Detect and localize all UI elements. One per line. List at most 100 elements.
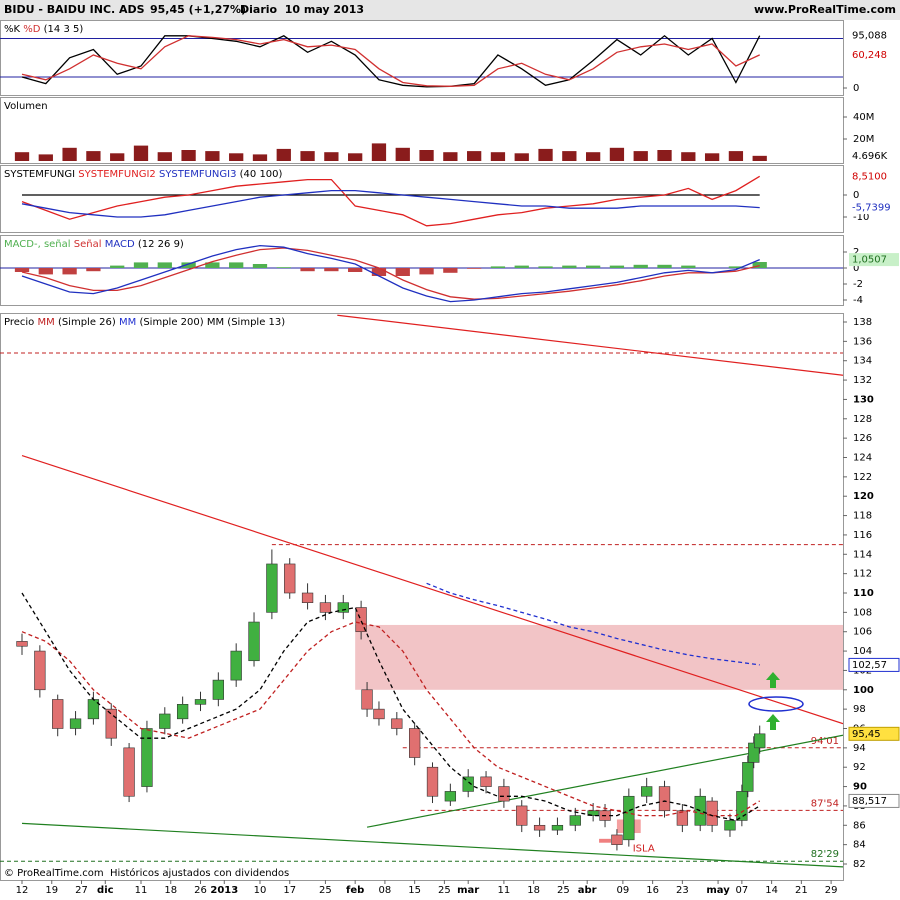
candle-body (284, 563, 296, 594)
series-line (21, 189, 760, 218)
y-tick-label: 82 (853, 859, 866, 870)
legend-gap (48, 101, 51, 112)
x-tick-label: 17 (283, 885, 296, 896)
bar (443, 268, 458, 273)
panel-plot (14, 143, 767, 161)
legend-text: (14 3 5) (44, 24, 84, 35)
value-box (849, 149, 899, 163)
panel-legend: SYSTEMFUNGI SYSTEMFUNGI2 SYSTEMFUNGI3 (4… (4, 169, 286, 180)
candle-body (194, 699, 207, 705)
candle-body (444, 791, 457, 802)
bar (62, 147, 77, 161)
legend-text: (40 100) (240, 169, 283, 180)
y-tick-label: 106 (853, 627, 872, 638)
candle-body (409, 728, 421, 758)
bar (348, 268, 363, 272)
trend-line (21, 822, 843, 868)
x-tick-label: 16 (646, 885, 659, 896)
value-box-label: 102,57 (852, 660, 887, 671)
y-tick-label: 98 (853, 704, 866, 715)
panel-plot (0, 34, 843, 88)
panel-frame (0, 165, 844, 233)
candle-body (724, 820, 736, 831)
x-tick-label: 11 (135, 885, 148, 896)
bar (86, 151, 101, 161)
y-tick-label: 90 (853, 782, 867, 793)
bar (728, 266, 744, 268)
series-line (426, 582, 760, 666)
candle-body (319, 602, 332, 613)
candle-body (742, 762, 754, 792)
candle-body (611, 834, 623, 845)
candle-body (355, 607, 367, 633)
bar (681, 152, 696, 161)
bar (585, 152, 601, 161)
bar (371, 268, 387, 276)
trend-line (337, 314, 843, 376)
quote: 95,45 (+1,27%) (150, 3, 246, 16)
panels: %K %D (14 3 5) 0 Volumen 20M 40M SYSTEMFUNG… (0, 20, 874, 896)
candle-body (736, 791, 748, 821)
series-line (21, 34, 761, 88)
series-line (21, 244, 760, 303)
candle-body (123, 747, 135, 797)
candle-body (105, 708, 117, 739)
y-tick-label: 126 (853, 433, 872, 444)
bar (38, 154, 53, 161)
x-tick-label: 18 (527, 885, 540, 896)
candle-body (361, 689, 373, 710)
line-label: 82'29 (811, 849, 839, 860)
bar (229, 153, 244, 161)
footer: © ProRealTime.com Históricos ajustados c… (4, 867, 289, 879)
x-tick-label: 14 (765, 885, 778, 896)
candle-body (141, 728, 153, 787)
legend-text: Señal (74, 239, 102, 250)
y-tick-label: 120 (853, 491, 874, 502)
candle-body (623, 795, 635, 841)
y-tick-label: 138 (853, 317, 872, 328)
bar (490, 152, 506, 161)
y-tick-label: -2 (853, 279, 863, 290)
bar (14, 268, 30, 272)
x-tick-label: 19 (45, 885, 58, 896)
candle-body (230, 650, 242, 681)
candle-body (266, 563, 278, 613)
bar (324, 152, 339, 161)
candle-body (754, 733, 766, 749)
x-tick-label: 15 (408, 885, 421, 896)
y-tick-label: 128 (853, 414, 872, 425)
panel-frame (0, 313, 844, 881)
y-tick-label: 2 (853, 247, 859, 258)
bar (538, 266, 553, 268)
x-tick-label: 27 (75, 885, 88, 896)
candle-body (159, 713, 171, 729)
legend-text: %D (23, 24, 41, 35)
x-tick-label: 25 (438, 885, 451, 896)
series-line (21, 592, 761, 822)
value-box (849, 29, 899, 43)
x-tick-label: 26 (194, 885, 207, 896)
candle-body (176, 704, 189, 720)
bar (657, 150, 672, 161)
bar (157, 152, 172, 161)
x-tick-label: 08 (379, 885, 392, 896)
x-tick-label: 12 (16, 885, 29, 896)
value-box-label: 60,248 (852, 50, 887, 61)
highlight-ellipse (748, 696, 804, 712)
value-box (849, 169, 899, 183)
value-box (848, 793, 900, 808)
candle-body (337, 602, 349, 613)
bar (419, 150, 434, 161)
x-tick-label: mar (457, 885, 479, 896)
x-tick-label: 23 (676, 885, 689, 896)
x-tick-label: 21 (795, 885, 808, 896)
up-arrow (766, 714, 780, 730)
y-tick-label: 94 (853, 743, 866, 754)
bar (205, 262, 220, 268)
y-tick-label: 0 (853, 83, 859, 94)
y-tick-label: 86 (853, 820, 866, 831)
y-tick-label: 40M (853, 112, 874, 123)
candle-body (658, 786, 671, 812)
series-line (21, 247, 760, 300)
y-tick-label: 20M (853, 134, 874, 145)
